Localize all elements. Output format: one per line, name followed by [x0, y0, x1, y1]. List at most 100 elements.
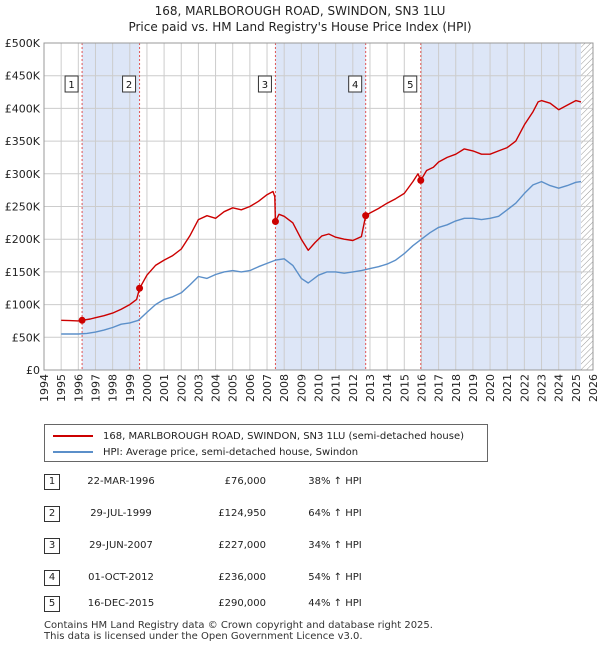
sale-label-box — [122, 75, 137, 93]
legend-item-hpi: HPI: Average price, semi-detached house,… — [53, 444, 358, 460]
sale-number: 2 — [44, 506, 60, 522]
sale-price: £124,950 — [218, 508, 266, 519]
legend-swatch-property — [53, 435, 93, 437]
sale-hpi: 44% ↑ HPI — [308, 598, 362, 609]
x-tick-label: 2019 — [467, 374, 480, 402]
legend-item-property: 168, MARLBOROUGH ROAD, SWINDON, SN3 1LU … — [53, 428, 464, 444]
x-tick-label: 2011 — [330, 374, 343, 402]
sale-markers-lines — [81, 43, 422, 370]
sale-hpi: 38% ↑ HPI — [308, 476, 362, 487]
x-tick-label: 2004 — [210, 374, 223, 402]
y-tick-label: £250K — [5, 201, 41, 214]
sale-hpi: 34% ↑ HPI — [308, 540, 362, 551]
series — [61, 99, 582, 335]
x-tick-label: 2023 — [536, 374, 549, 402]
sale-label: 3 — [262, 80, 268, 91]
x-tick-label: 1994 — [38, 374, 51, 402]
x-tick-label: 2012 — [347, 374, 360, 402]
sale-point — [136, 284, 144, 292]
x-tick-label: 2016 — [415, 374, 428, 402]
x-tick-label: 2014 — [381, 374, 394, 402]
x-tick-label: 1996 — [72, 374, 85, 402]
y-tick-label: £350K — [5, 135, 41, 148]
sale-label: 4 — [352, 80, 358, 91]
sale-price: £236,000 — [218, 572, 266, 583]
legend-swatch-hpi — [53, 451, 93, 453]
table-row: 5 16-DEC-2015 £290,000 44% ↑ HPI — [0, 596, 600, 616]
chart-title: 168, MARLBOROUGH ROAD, SWINDON, SN3 1LU — [154, 4, 446, 18]
sale-price: £290,000 — [218, 598, 266, 609]
x-tick-label: 2017 — [433, 374, 446, 402]
table-row: 4 01-OCT-2012 £236,000 54% ↑ HPI — [0, 570, 600, 590]
sale-date: 29-JUN-2007 — [89, 540, 153, 551]
x-tick-label: 2001 — [158, 374, 171, 402]
sale-date: 01-OCT-2012 — [88, 572, 154, 583]
x-tick-label: 2009 — [295, 374, 308, 402]
table-row: 2 29-JUL-1999 £124,950 64% ↑ HPI — [0, 506, 600, 526]
x-tick-label: 2002 — [175, 374, 188, 402]
hpi-line — [61, 180, 582, 335]
sale-label-box — [348, 75, 363, 93]
chart-subtitle: Price paid vs. HM Land Registry's House … — [128, 20, 472, 34]
sale-hpi: 64% ↑ HPI — [308, 508, 362, 519]
price-chart: 1 2 3 4 5 £0 £50K £100K £150K £200K £250K £300K £35… — [5, 37, 600, 402]
x-tick-label: 2005 — [227, 374, 240, 402]
y-tick-label: £50K — [12, 331, 41, 344]
sale-label-box — [403, 75, 418, 93]
x-tick-label: 2008 — [278, 374, 291, 402]
y-tick-label: £100K — [5, 299, 41, 312]
sale-number: 4 — [44, 570, 60, 586]
x-tick-label: 2020 — [484, 374, 497, 402]
sale-label-box — [64, 75, 79, 93]
x-tick-label: 1997 — [89, 374, 102, 402]
footer: Contains HM Land Registry data © Crown c… — [44, 620, 433, 642]
sale-point — [362, 212, 370, 220]
x-tick-label: 2010 — [313, 374, 326, 402]
legend-label-hpi: HPI: Average price, semi-detached house,… — [103, 446, 359, 458]
property-price-line — [61, 99, 582, 322]
sale-date: 16-DEC-2015 — [87, 598, 155, 609]
x-tick-label: 1998 — [107, 374, 120, 402]
x-tick-label: 1995 — [55, 374, 68, 402]
sale-label: 2 — [126, 80, 132, 91]
sale-labels: 1 2 3 4 5 — [64, 75, 418, 93]
x-tick-label: 2015 — [398, 374, 411, 402]
x-tick-label: 2018 — [450, 374, 463, 402]
y-tick-label: £400K — [5, 102, 41, 115]
x-tick-label: 2024 — [553, 374, 566, 402]
x-tick-label: 2025 — [570, 374, 583, 402]
sale-price: £227,000 — [218, 540, 266, 551]
x-tick-label: 2013 — [364, 374, 377, 402]
table-row: 1 22-MAR-1996 £76,000 38% ↑ HPI — [0, 474, 600, 494]
footer-license: This data is licensed under the Open Gov… — [44, 631, 363, 642]
plot-frame — [43, 42, 594, 371]
table-row: 3 29-JUN-2007 £227,000 34% ↑ HPI — [0, 538, 600, 558]
y-tick-label: £200K — [5, 233, 41, 246]
sale-number: 5 — [44, 596, 60, 612]
axes: £0 £50K £100K £150K £200K £250K £300K £350K £400… — [5, 37, 600, 402]
sale-date: 29-JUL-1999 — [90, 508, 152, 519]
y-tick-label: £150K — [5, 266, 41, 279]
y-tick-label: £300K — [5, 168, 41, 181]
y-tick-label: £500K — [5, 37, 41, 50]
legend: 168, MARLBOROUGH ROAD, SWINDON, SN3 1LU … — [44, 424, 488, 462]
sale-point — [271, 218, 279, 226]
x-tick-label: 2026 — [587, 374, 600, 402]
sale-price: £76,000 — [224, 476, 266, 487]
sale-label: 1 — [68, 80, 74, 91]
sale-label-box — [257, 75, 272, 93]
x-tick-label: 2006 — [244, 374, 257, 402]
sale-label: 5 — [407, 80, 413, 91]
x-tick-label: 2022 — [518, 374, 531, 402]
x-tick-label: 1999 — [124, 374, 137, 402]
x-tick-label: 2021 — [501, 374, 514, 402]
y-tick-label: £0 — [26, 364, 40, 377]
sale-hpi: 54% ↑ HPI — [308, 572, 362, 583]
footer-copyright: Contains HM Land Registry data © Crown c… — [44, 620, 433, 631]
sale-point — [78, 316, 86, 324]
legend-label-property: 168, MARLBOROUGH ROAD, SWINDON, SN3 1LU … — [103, 430, 465, 442]
sale-point — [417, 176, 425, 184]
y-tick-label: £450K — [5, 70, 41, 83]
x-tick-label: 2000 — [141, 374, 154, 402]
x-tick-label: 2003 — [192, 374, 205, 402]
